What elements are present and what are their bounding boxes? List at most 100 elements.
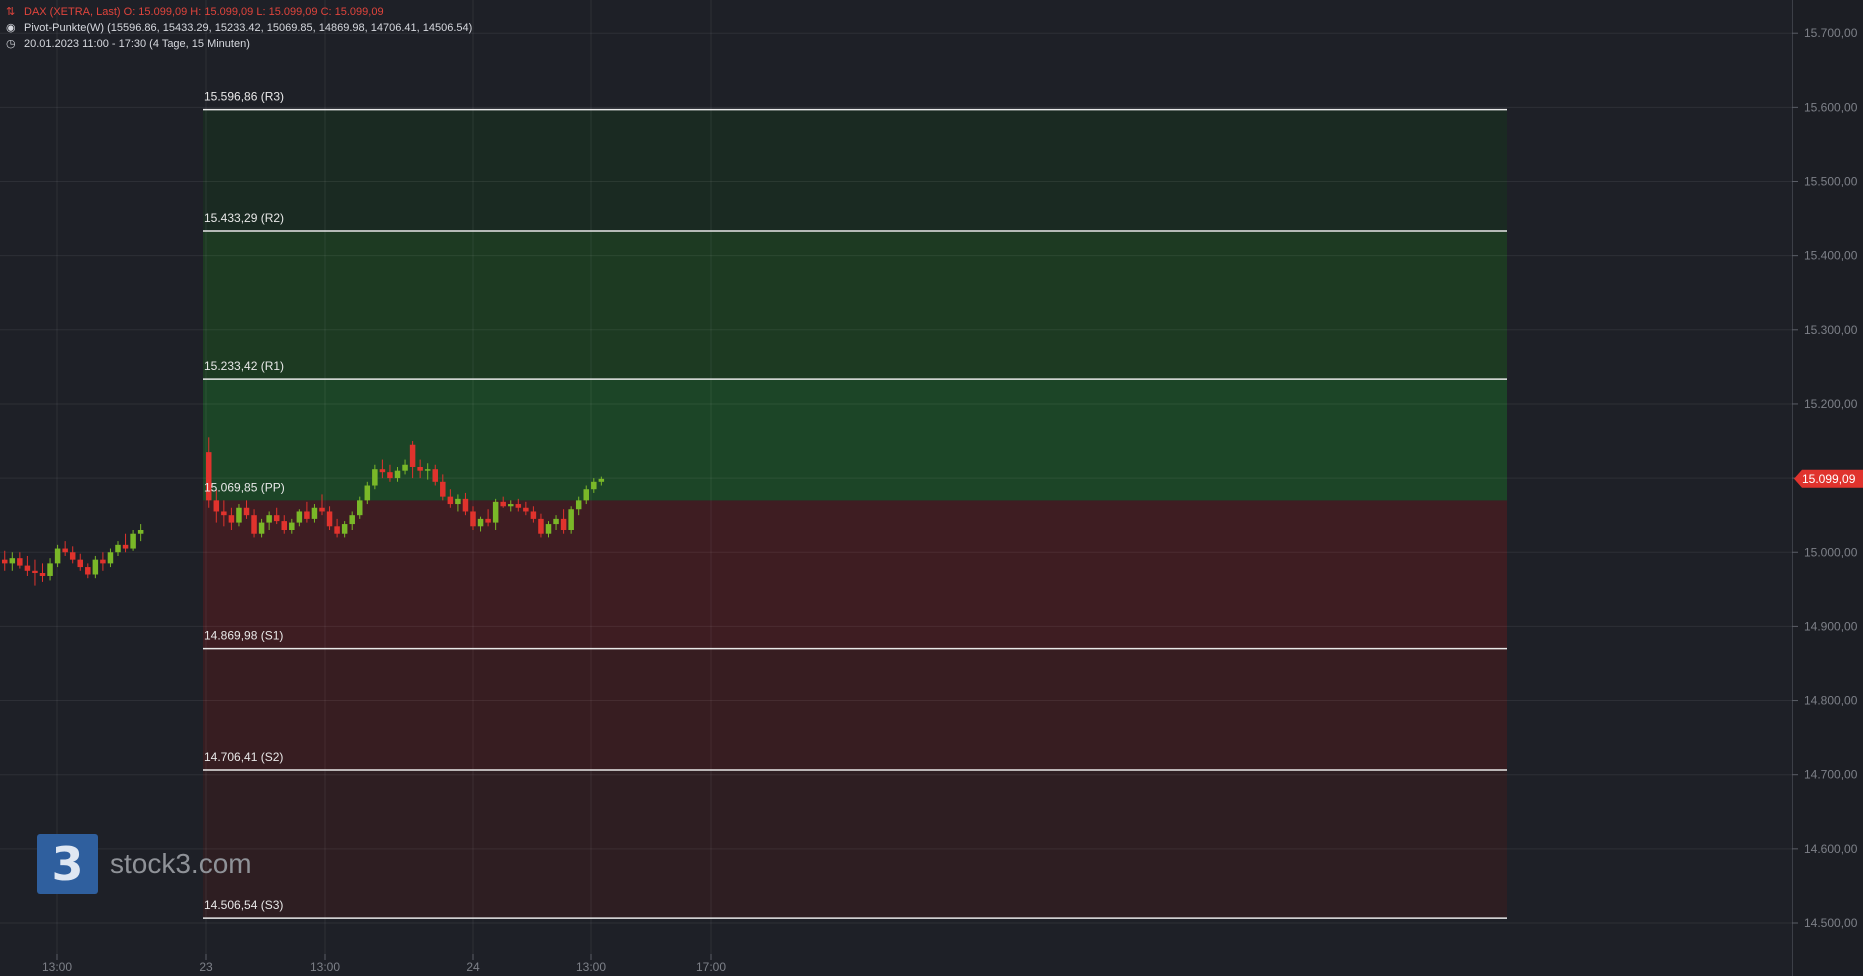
candle-body [470, 511, 476, 527]
candle-body [508, 504, 514, 507]
candle-body [62, 548, 68, 553]
pivot-label-s1: 14.869,98 (S1) [204, 629, 283, 643]
candle-body [115, 544, 121, 553]
candle-body [553, 518, 559, 525]
candle-body [485, 518, 491, 523]
y-axis-tick-label: 15.500,00 [1804, 175, 1858, 189]
x-axis-tick-label: 24 [466, 960, 480, 974]
pivot-zone-r1-pp [203, 379, 1507, 501]
candle-body [402, 464, 408, 471]
pivot-zone-pp-s1 [203, 500, 1507, 649]
candle-body [523, 507, 529, 512]
candle-body [236, 507, 242, 523]
candle-body [289, 522, 295, 531]
candle-body [591, 481, 597, 490]
candle-body [372, 469, 378, 486]
candle-body [137, 530, 144, 534]
clock-icon: ◷ [6, 37, 16, 50]
y-axis-tick-label: 14.700,00 [1804, 768, 1858, 782]
indicator-text: Pivot-Punkte(W) (15596.86, 15433.29, 152… [24, 22, 473, 34]
candle-body [477, 518, 484, 527]
last-price-marker [1794, 469, 1863, 488]
y-axis-tick-label: 15.400,00 [1804, 249, 1858, 263]
x-axis-tick-label: 13:00 [42, 960, 72, 974]
candle-body [266, 515, 272, 523]
candle-body [311, 507, 318, 519]
candle-body [273, 515, 280, 522]
pivot-label-s2: 14.706,41 (S2) [204, 750, 283, 764]
candle-body [243, 507, 250, 516]
candle-body [130, 533, 136, 549]
candle-body [417, 466, 423, 471]
indicator-line: ◉ Pivot-Punkte(W) (15596.86, 15433.29, 1… [6, 22, 472, 34]
period-text: 20.01.2023 11:00 - 17:30 (4 Tage, 15 Min… [24, 38, 250, 50]
candle-body [319, 507, 325, 512]
pivot-label-r2: 15.433,29 (R2) [204, 211, 284, 225]
candle-body [107, 552, 114, 564]
stock3-logo-text: stock3.com [110, 848, 252, 879]
candle-body [364, 485, 371, 501]
candle-body [538, 518, 544, 534]
candle-body [492, 501, 499, 523]
pivot-zone-r3-r2 [203, 109, 1507, 231]
instrument-text: DAX (XETRA, Last) O: 15.099,09 H: 15.099… [24, 6, 384, 18]
y-axis-tick-label: 15.600,00 [1804, 100, 1858, 114]
candle-body [598, 478, 605, 482]
candle-body [251, 515, 257, 534]
candle-body [462, 498, 469, 512]
candle-body [387, 472, 393, 479]
candle-body [92, 559, 99, 575]
candle-body [424, 469, 431, 471]
y-axis-tick-label: 14.900,00 [1804, 619, 1858, 633]
candle-body [334, 526, 340, 534]
candle-body [100, 559, 106, 564]
x-axis-tick-label: 13:00 [310, 960, 340, 974]
candle-body [206, 452, 212, 501]
candle-body [213, 500, 220, 512]
period-line: ◷ 20.01.2023 11:00 - 17:30 (4 Tage, 15 M… [6, 38, 250, 50]
y-axis-tick-label: 14.800,00 [1804, 694, 1858, 708]
candle-body [409, 444, 416, 467]
candle-body [122, 544, 129, 549]
pivot-label-r1: 15.233,42 (R1) [204, 359, 284, 373]
stock3-logo-icon: 3 [37, 834, 98, 894]
pivot-zone-s1-s2 [203, 648, 1507, 770]
candle-body [394, 470, 401, 479]
candle-body [379, 469, 386, 473]
y-axis-tick-label: 14.500,00 [1804, 916, 1858, 930]
candle-body [575, 500, 582, 510]
candle-body [545, 524, 552, 534]
candle-body [357, 500, 363, 516]
candle-body [39, 573, 46, 576]
candle-body [447, 496, 454, 505]
x-axis-tick-label: 23 [199, 960, 213, 974]
x-axis-tick-label: 17:00 [696, 960, 726, 974]
candle-body [583, 489, 589, 501]
candlestick-icon: ⇅ [6, 5, 16, 18]
y-axis-background [1792, 0, 1863, 976]
candle-body [85, 567, 91, 575]
candle-body [515, 504, 522, 508]
x-axis-tick-label: 13:00 [576, 960, 606, 974]
candle-body [69, 552, 76, 560]
candle-body [432, 469, 438, 482]
candle-body [9, 558, 16, 564]
stock3-logo: 3 stock3.com [37, 834, 252, 894]
y-axis-tick-label: 15.300,00 [1804, 323, 1858, 337]
candle-body [296, 511, 303, 523]
candle-body [440, 481, 446, 497]
y-axis-tick-label: 15.200,00 [1804, 397, 1858, 411]
instrument-line: ⇅ DAX (XETRA, Last) O: 15.099,09 H: 15.0… [6, 6, 384, 18]
candle-body [47, 563, 53, 576]
candle-body [304, 511, 310, 519]
pivot-label-s3: 14.506,54 (S3) [204, 898, 283, 912]
pivot-label-pp: 15.069,85 (PP) [204, 480, 285, 494]
candle-body [24, 565, 31, 571]
y-axis-tick-label: 15.700,00 [1804, 26, 1858, 40]
candle-body [32, 570, 38, 574]
candle-body [500, 501, 506, 507]
candle-body [17, 558, 23, 566]
pivot-label-r3: 15.596,86 (R3) [204, 90, 284, 104]
